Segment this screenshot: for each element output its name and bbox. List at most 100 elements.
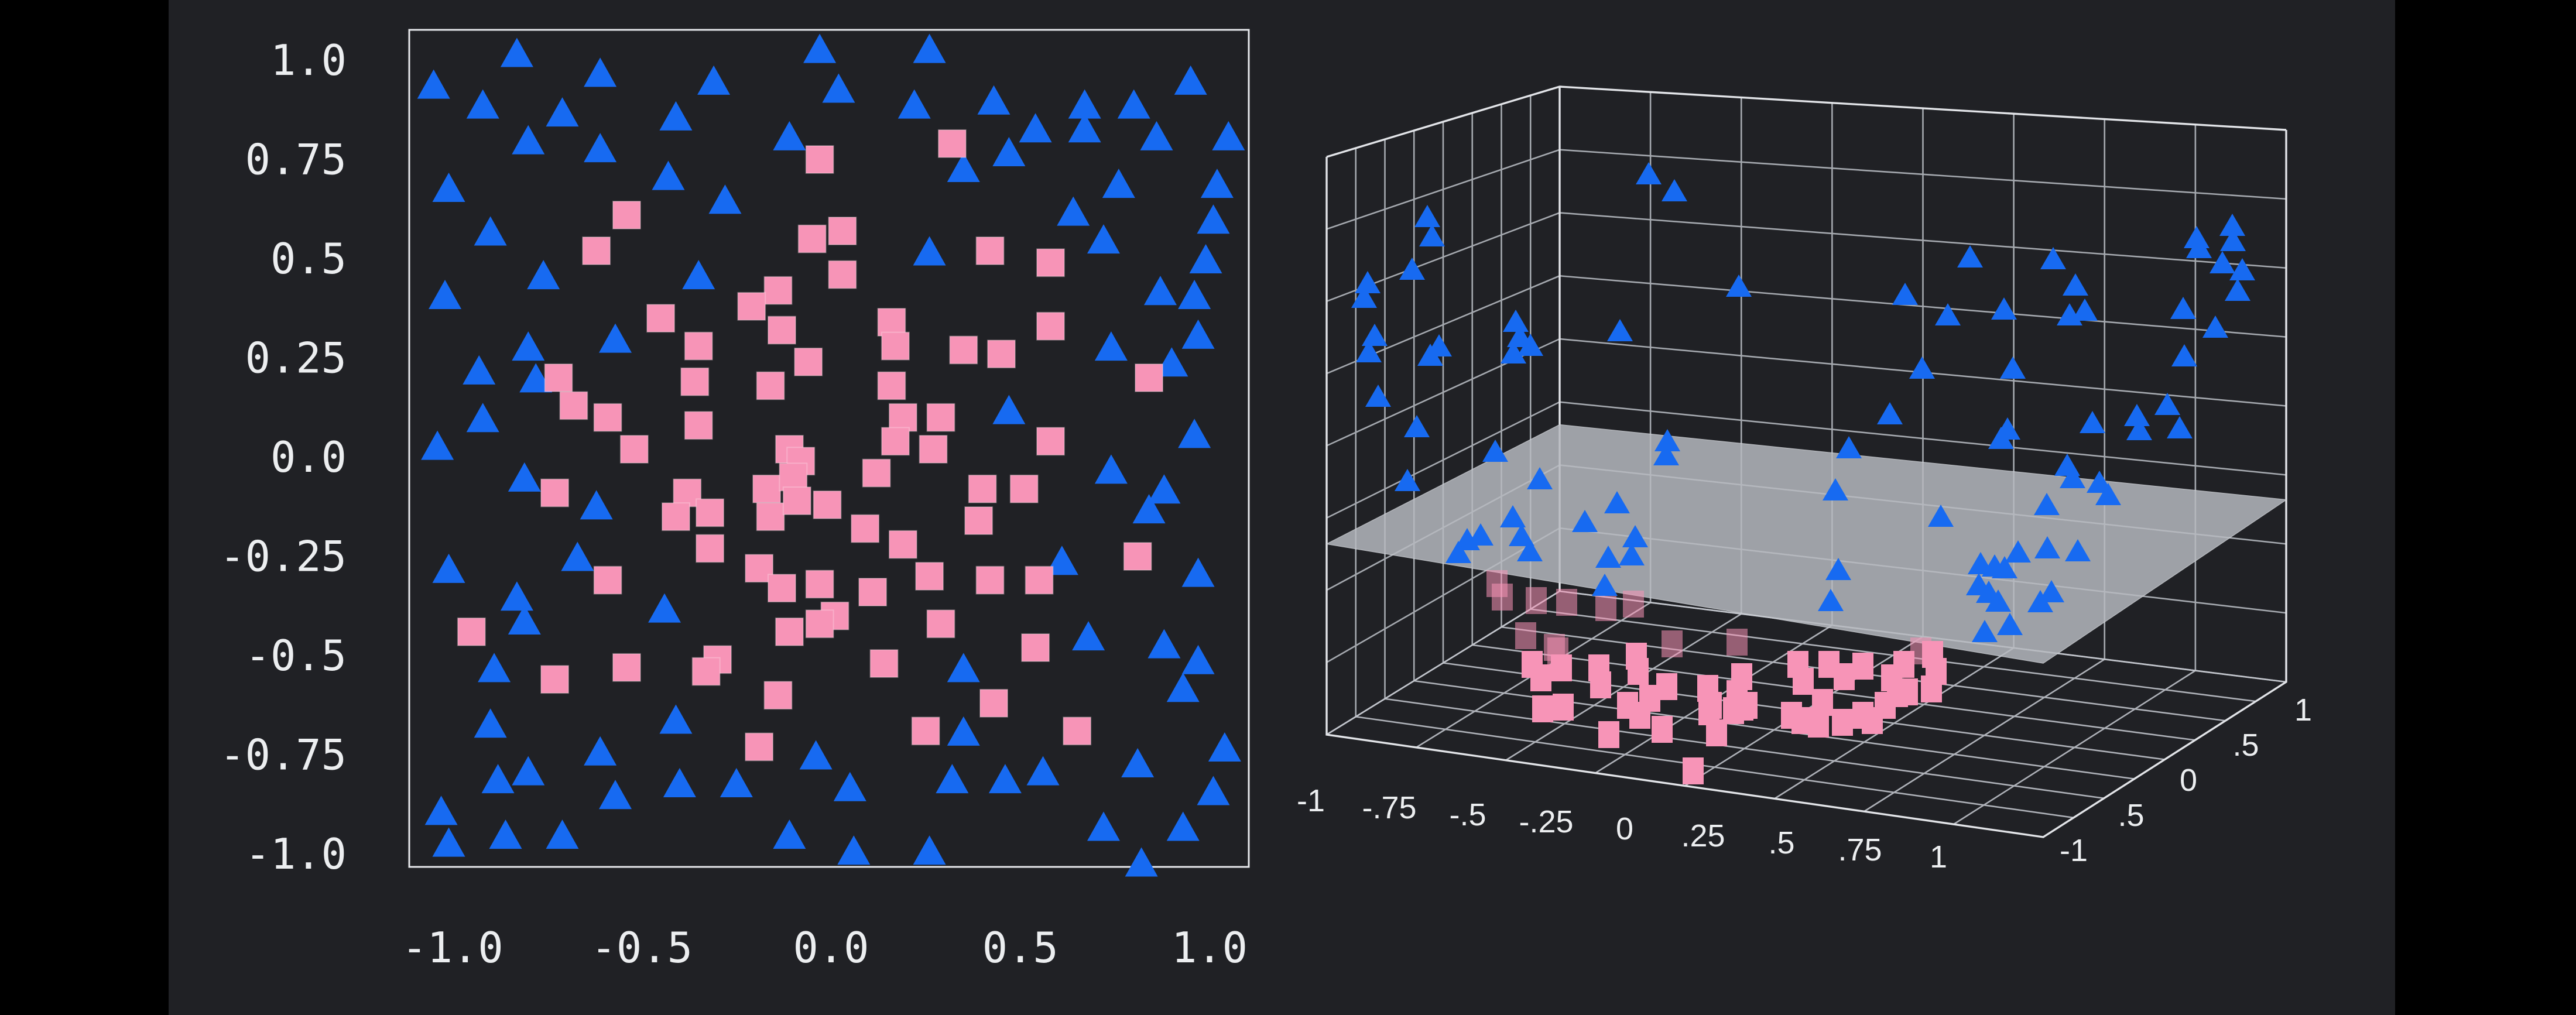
triangle-marker [2072,299,2098,321]
triangle-marker [1417,344,1443,366]
triangle-marker [663,767,696,797]
square-marker [544,363,573,392]
triangle-marker [1181,644,1215,674]
y-tick-label: .5 [2232,728,2259,763]
triangle-marker [429,280,462,310]
triangle-marker [1404,415,1430,437]
triangle-marker [1057,196,1090,226]
triangle-marker [992,395,1026,424]
x-tick-label: -1 [1297,783,1325,818]
triangle-marker [508,462,541,492]
triangle-marker [546,97,579,127]
triangle-marker [1087,224,1120,254]
triangle-marker [598,780,632,810]
triangle-marker [512,125,545,155]
axis-edge [1325,130,2287,838]
triangle-marker [2126,418,2152,440]
square-marker [937,129,967,158]
square-marker [646,304,676,333]
triangle-marker [1102,169,1135,198]
triangle-marker [1619,543,1645,565]
x-tick-label: 0 [1616,811,1633,846]
x-tick-label: -0.5 [591,923,693,972]
triangle-marker [432,553,465,583]
triangle-marker [1445,541,1471,563]
square-marker [680,367,710,396]
square-marker [782,486,811,516]
square-marker [877,307,906,337]
triangle-marker [2095,483,2121,505]
square-marker [612,200,641,229]
triangle-marker [1189,244,1222,273]
triangle-marker [478,653,511,683]
square-marker [1530,664,1551,691]
triangle-marker [648,593,681,623]
square-marker [1036,427,1065,456]
square-marker [926,403,955,432]
square-marker [805,570,834,599]
square-marker [1812,689,1833,716]
triangle-marker [1818,589,1844,611]
square-marker [696,534,725,563]
triangle-marker [1181,557,1215,587]
triangle-marker [1825,558,1851,580]
triangle-marker [2167,416,2193,438]
triangle-marker [652,160,685,190]
triangle-marker [720,767,753,797]
y-tick-label: -0.5 [245,631,347,680]
triangle-marker [803,33,837,63]
triangle-marker [474,216,507,246]
square-marker [1887,680,1908,707]
square-marker [1135,363,1164,392]
grid-line-floor [1953,670,2196,825]
triangle-marker [1892,283,1918,305]
square-marker [1731,663,1752,690]
square-marker [1598,721,1619,748]
triangle-marker [1503,310,1529,332]
square-marker [756,502,785,531]
square-marker [1698,698,1719,725]
triangle-marker [1045,546,1078,575]
series-class-a-triangles [417,33,1245,877]
triangle-marker [1991,297,2017,320]
triangle-marker [2039,580,2064,602]
triangle-marker [1636,162,1662,184]
triangle-marker [598,323,632,353]
triangle-marker [708,184,742,214]
triangle-marker [799,740,833,770]
square-marker [986,340,1016,369]
triangle-marker [992,136,1026,166]
triangle-marker [2210,251,2235,273]
square-marker [1793,668,1814,695]
square-marker [1862,707,1883,734]
triangle-marker [1356,340,1382,362]
square-marker [964,506,994,535]
triangle-marker [1527,467,1553,489]
x-tick-label: .25 [1681,818,1725,853]
triangle-marker [466,403,499,433]
square-marker [1036,248,1065,277]
triangle-marker [947,153,980,183]
triangle-marker [1985,589,2011,612]
square-marker [881,427,910,456]
triangle-marker [833,771,866,801]
triangle-marker [1992,556,2017,578]
y-tick-label: -1.0 [245,829,347,879]
triangle-marker [466,89,499,119]
triangle-marker [1935,303,1961,325]
triangle-marker [1147,474,1181,504]
triangle-marker [2219,214,2245,236]
triangle-marker [2186,236,2212,258]
triangle-marker [1068,89,1101,119]
square-marker [763,681,793,710]
x-tick-labels-3d: -1 -.75 -.5 -.25 0 .25 .5 .75 1 [1297,783,1947,875]
scatter-3d-panel: -1 -.75 -.5 -.25 0 .25 .5 .75 1 1 .5 0 .5 -1 [1297,85,2312,875]
x-tick-label: -.75 [1362,790,1416,825]
y-tick-label: -0.75 [220,731,347,780]
square-marker [1515,622,1536,649]
triangle-marker [580,490,613,520]
triangle-marker [1362,324,1388,346]
square-marker [1595,594,1616,621]
triangle-marker [2220,229,2246,251]
square-marker [767,316,796,345]
